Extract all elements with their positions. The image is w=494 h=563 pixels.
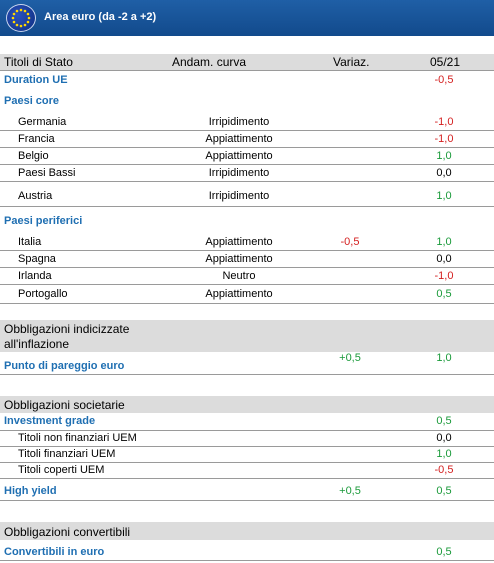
section-corporate: Obbligazioni societarie: [0, 396, 494, 413]
table-row: Irlanda Neutro -1,0: [0, 268, 494, 285]
corp-row-value: 0,0: [436, 432, 452, 444]
corp-row-value: -0,5: [434, 464, 454, 476]
curve-trend: Irripidimento: [208, 116, 270, 128]
row-value: 0,0: [436, 253, 452, 265]
table-row: Titoli coperti UEM -0,5: [0, 463, 494, 479]
curve-trend: Appiattimento: [205, 288, 273, 300]
row-value: 1,0: [436, 150, 452, 162]
periphery-label: Paesi periferici: [4, 215, 83, 227]
core-label: Paesi core: [4, 95, 60, 107]
country-name: Germania: [18, 116, 67, 128]
country-name: Francia: [18, 133, 55, 145]
header-date: 05/21: [430, 55, 461, 69]
curve-trend: Appiattimento: [205, 150, 273, 162]
hy-change: +0,5: [339, 485, 361, 497]
inflation-title-1: Obbligazioni indicizzate: [4, 322, 130, 336]
title-banner: Area euro (da -2 a +2): [0, 0, 494, 36]
country-name: Italia: [18, 236, 42, 248]
curve-trend: Irripidimento: [208, 190, 270, 202]
convertibles-value: 0,5: [436, 546, 452, 558]
corp-row-name: Titoli finanziari UEM: [18, 448, 116, 460]
inflation-value: 1,0: [436, 352, 452, 364]
country-name: Irlanda: [18, 270, 52, 282]
row-value: 1,0: [436, 190, 452, 202]
country-name: Austria: [18, 190, 53, 202]
table-row: Portogallo Appiattimento 0,5: [0, 285, 494, 304]
country-name: Portogallo: [18, 288, 68, 300]
ig-value: 0,5: [436, 415, 452, 427]
ig-label: Investment grade: [4, 415, 96, 427]
curve-trend: Appiattimento: [205, 253, 273, 265]
section-periphery: Paesi periferici: [0, 214, 494, 229]
table-row: Austria Irripidimento 1,0: [0, 182, 494, 207]
corp-row-value: 1,0: [436, 448, 452, 460]
convertibles-title: Obbligazioni convertibili: [4, 525, 131, 539]
row-value: 0,5: [436, 288, 452, 300]
table-row: Punto di pareggio euro +0,5 1,0: [0, 352, 494, 375]
section-inflation: Obbligazioni indicizzate all'inflazione: [0, 320, 494, 352]
header-curva: Andam. curva: [172, 55, 247, 69]
country-name: Paesi Bassi: [18, 167, 76, 179]
table-row: High yield +0,5 0,5: [0, 482, 494, 501]
row-value: -1,0: [434, 133, 454, 145]
row-value: -1,0: [434, 270, 454, 282]
row-change: -0,5: [340, 236, 360, 248]
inflation-label: Punto di pareggio euro: [4, 360, 125, 372]
section-convertibles: Obbligazioni convertibili: [0, 522, 494, 540]
inflation-title-2: all'inflazione: [4, 337, 69, 351]
duration-value: -0,5: [434, 74, 454, 86]
convertibles-label: Convertibili in euro: [4, 546, 105, 558]
row-value: 1,0: [436, 236, 452, 248]
corp-row-name: Titoli coperti UEM: [18, 464, 105, 476]
curve-trend: Appiattimento: [205, 133, 273, 145]
table-row: Titoli non finanziari UEM 0,0: [0, 431, 494, 447]
country-name: Belgio: [18, 150, 49, 162]
inflation-change: +0,5: [339, 352, 361, 364]
row-value: 0,0: [436, 167, 452, 179]
table-row: Francia Appiattimento -1,0: [0, 131, 494, 148]
curve-trend: Irripidimento: [208, 167, 270, 179]
country-name: Spagna: [18, 253, 56, 265]
table-row: Germania Irripidimento -1,0: [0, 114, 494, 131]
table-row: Italia Appiattimento -0,5 1,0: [0, 234, 494, 251]
page-title: Area euro (da -2 a +2): [44, 11, 157, 23]
table-header: Titoli di Stato Andam. curva Variaz. 05/…: [0, 54, 494, 71]
table-row: Investment grade 0,5: [0, 415, 494, 431]
duration-row: Duration UE -0,5: [0, 73, 494, 88]
header-variaz: Variaz.: [333, 55, 370, 69]
table-row: Titoli finanziari UEM 1,0: [0, 447, 494, 463]
table-row: Belgio Appiattimento 1,0: [0, 148, 494, 165]
eu-flag-icon: [6, 4, 36, 32]
header-titoli: Titoli di Stato: [4, 55, 73, 69]
row-value: -1,0: [434, 116, 454, 128]
hy-label: High yield: [4, 485, 57, 497]
duration-label: Duration UE: [4, 74, 68, 86]
curve-trend: Neutro: [222, 270, 256, 282]
table-row: Spagna Appiattimento 0,0: [0, 251, 494, 268]
table-row: Convertibili in euro 0,5: [0, 544, 494, 561]
table-row: Paesi Bassi Irripidimento 0,0: [0, 165, 494, 182]
curve-trend: Appiattimento: [205, 236, 273, 248]
section-core: Paesi core: [0, 94, 494, 109]
corporate-title: Obbligazioni societarie: [4, 398, 125, 412]
hy-value: 0,5: [436, 485, 452, 497]
corp-row-name: Titoli non finanziari UEM: [18, 432, 137, 444]
